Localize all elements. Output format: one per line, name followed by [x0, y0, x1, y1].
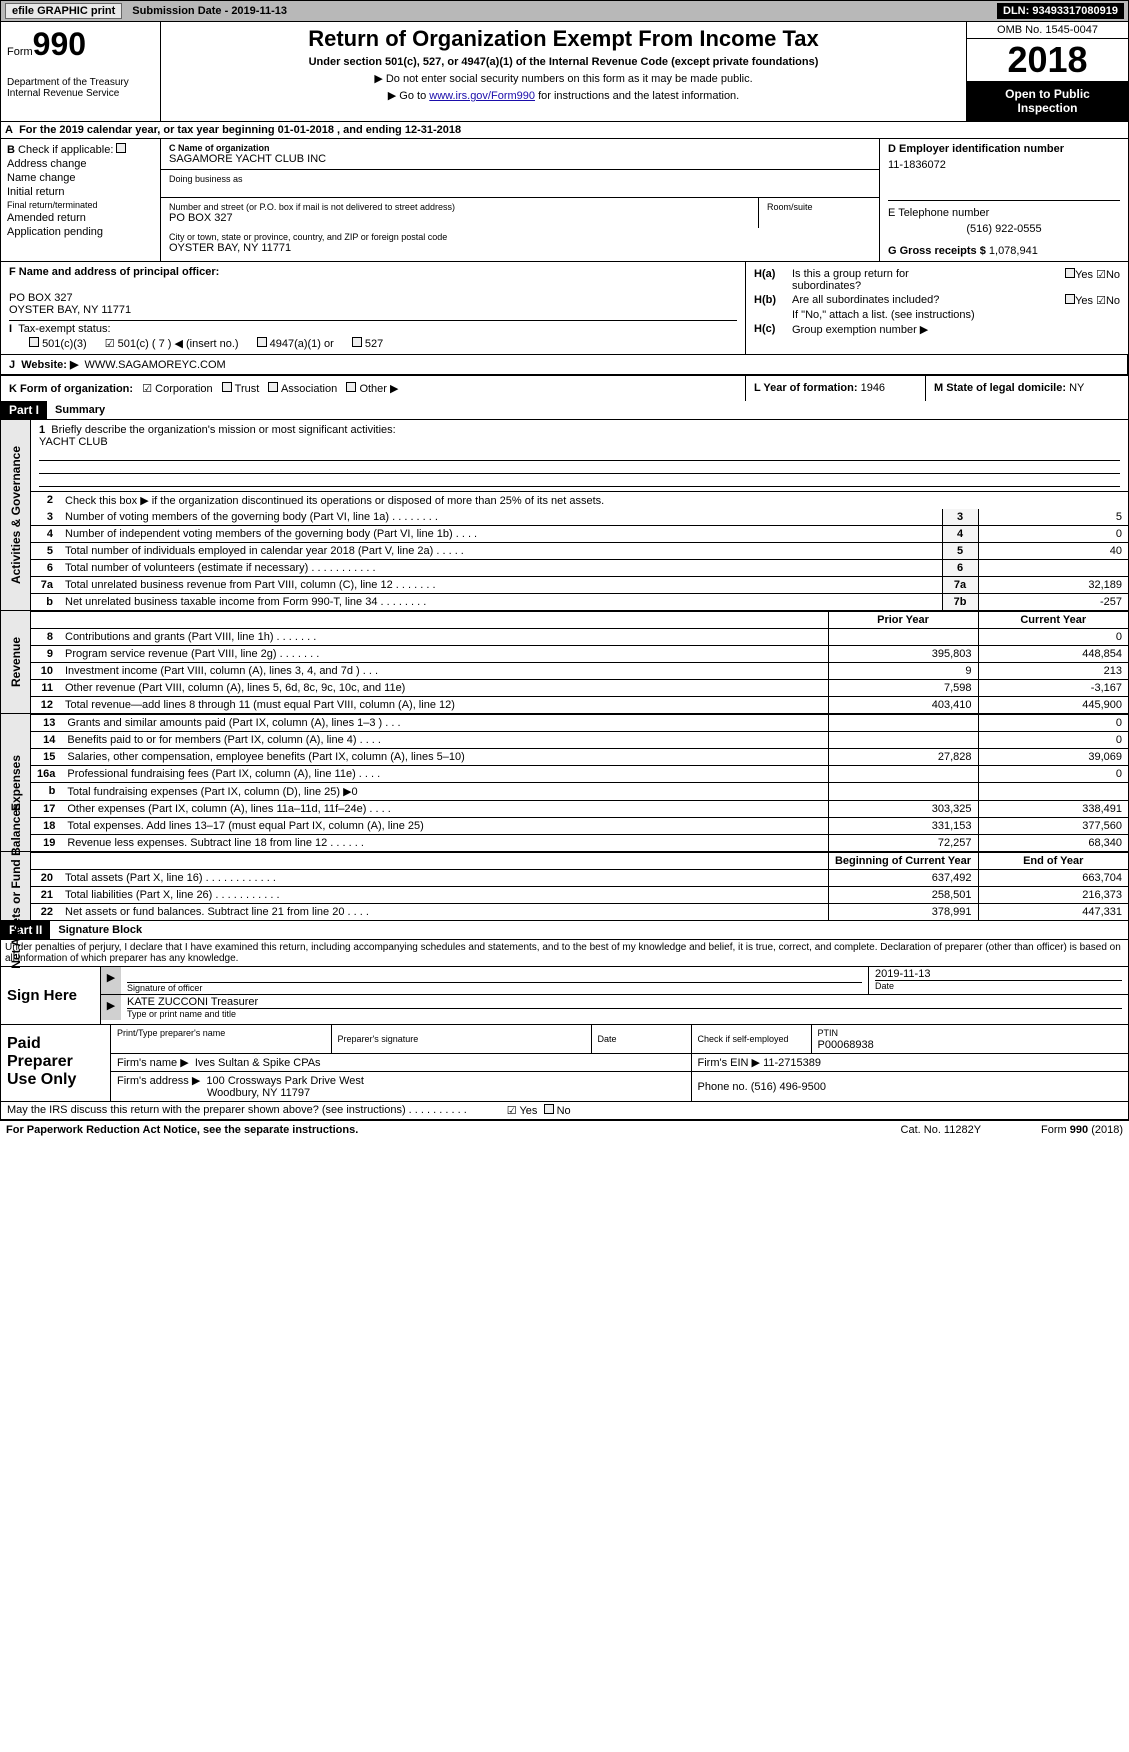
line-a: A For the 2019 calendar year, or tax yea… — [1, 122, 1128, 139]
opt-initial[interactable]: Initial return — [7, 186, 154, 198]
ein-value: 11-1836072 — [888, 159, 1120, 171]
form-prefix: Form — [7, 46, 33, 58]
form-number: 990 — [33, 26, 86, 62]
discuss-row: May the IRS discuss this return with the… — [1, 1102, 1128, 1120]
ein-label: D Employer identification number — [888, 143, 1064, 155]
section-f-h: F Name and address of principal officer:… — [1, 262, 1128, 355]
tax-year: 2018 — [967, 39, 1128, 81]
opt-name-change[interactable]: Name change — [7, 172, 154, 184]
gross-label: G Gross receipts $ — [888, 245, 986, 257]
expenses-section: Expenses 13Grants and similar amounts pa… — [1, 714, 1128, 852]
opt-pending[interactable]: Application pending — [7, 226, 154, 238]
firm-name: Ives Sultan & Spike CPAs — [195, 1057, 321, 1069]
org-name: SAGAMORE YACHT CLUB INC — [169, 153, 871, 165]
part-1-header: Part I Summary — [1, 401, 1128, 420]
state-domicile: NY — [1069, 382, 1084, 394]
net-assets-section: Net Assets or Fund Balances Beginning of… — [1, 852, 1128, 921]
mission: 1 Briefly describe the organization's mi… — [31, 420, 1128, 492]
header-right: OMB No. 1545-0047 2018 Open to Public In… — [966, 22, 1128, 121]
sign-date: 2019-11-13 — [875, 968, 1122, 980]
form-note-1: ▶ Do not enter social security numbers o… — [169, 72, 958, 85]
dept-label: Department of the Treasury Internal Reve… — [7, 77, 154, 99]
gross-value: 1,078,941 — [989, 245, 1038, 257]
section-d-e-g: D Employer identification number 11-1836… — [880, 139, 1128, 261]
cat-no: Cat. No. 11282Y — [901, 1124, 982, 1136]
phone-value: (516) 922-0555 — [888, 223, 1120, 235]
part-2-header: Part II Signature Block — [1, 921, 1128, 940]
perjury-text: Under penalties of perjury, I declare th… — [1, 940, 1128, 966]
firm-ein: 11-2715389 — [763, 1057, 821, 1069]
firm-phone: (516) 496-9500 — [751, 1081, 826, 1093]
form-body: Form990 Department of the Treasury Inter… — [0, 22, 1129, 1121]
paid-preparer-section: Paid Preparer Use Only Print/Type prepar… — [1, 1025, 1128, 1102]
website: WWW.SAGAMOREYC.COM — [85, 359, 226, 371]
top-bar: efile GRAPHIC print Submission Date - 20… — [0, 0, 1129, 22]
firm-addr: 100 Crossways Park Drive West — [206, 1075, 364, 1087]
form-header: Form990 Department of the Treasury Inter… — [1, 22, 1128, 122]
year-formation: 1946 — [861, 382, 885, 394]
open-inspection: Open to Public Inspection — [967, 81, 1128, 121]
revenue-section: Revenue Prior YearCurrent Year 8Contribu… — [1, 611, 1128, 714]
sign-here-section: Sign Here ▶ Signature of officer 2019-11… — [1, 966, 1128, 1025]
officer-name: KATE ZUCCONI Treasurer — [127, 996, 1122, 1008]
footer-row: For Paperwork Reduction Act Notice, see … — [0, 1121, 1129, 1139]
governance-section: Activities & Governance 1 Briefly descri… — [1, 420, 1128, 611]
checkbox[interactable] — [116, 143, 126, 153]
opt-address-change[interactable]: Address change — [7, 158, 154, 170]
omb-number: OMB No. 1545-0047 — [967, 22, 1128, 39]
form-note-2: ▶ Go to www.irs.gov/Form990 for instruct… — [169, 89, 958, 102]
phone-label: E Telephone number — [888, 207, 1120, 219]
header-center: Return of Organization Exempt From Incom… — [161, 22, 966, 121]
org-address: PO BOX 327 — [169, 212, 750, 224]
submission-date: Submission Date - 2019-11-13 — [132, 5, 287, 17]
section-j: J Website: ▶ WWW.SAGAMOREYC.COM — [1, 355, 1128, 375]
mission-text: YACHT CLUB — [39, 436, 108, 448]
officer-addr2: OYSTER BAY, NY 11771 — [9, 304, 737, 316]
dln: DLN: 93493317080919 — [997, 3, 1124, 19]
opt-amended[interactable]: Amended return — [7, 212, 154, 224]
section-b: B Check if applicable: Address change Na… — [1, 139, 161, 261]
irs-link[interactable]: www.irs.gov/Form990 — [429, 90, 535, 102]
section-b-block: B Check if applicable: Address change Na… — [1, 139, 1128, 262]
ptin: P00068938 — [818, 1039, 874, 1051]
officer-addr1: PO BOX 327 — [9, 292, 737, 304]
section-k-l-m: K Form of organization: ☑ Corporation Tr… — [1, 375, 1128, 401]
header-left: Form990 Department of the Treasury Inter… — [1, 22, 161, 121]
org-city: OYSTER BAY, NY 11771 — [169, 242, 871, 254]
form-ref: Form 990 (2018) — [1041, 1124, 1123, 1136]
form-title: Return of Organization Exempt From Incom… — [169, 26, 958, 52]
efile-badge: efile GRAPHIC print — [5, 3, 122, 19]
form-subtitle: Under section 501(c), 527, or 4947(a)(1)… — [169, 56, 958, 68]
opt-final[interactable]: Final return/terminated — [7, 200, 154, 210]
section-c: C Name of organization SAGAMORE YACHT CL… — [161, 139, 880, 261]
